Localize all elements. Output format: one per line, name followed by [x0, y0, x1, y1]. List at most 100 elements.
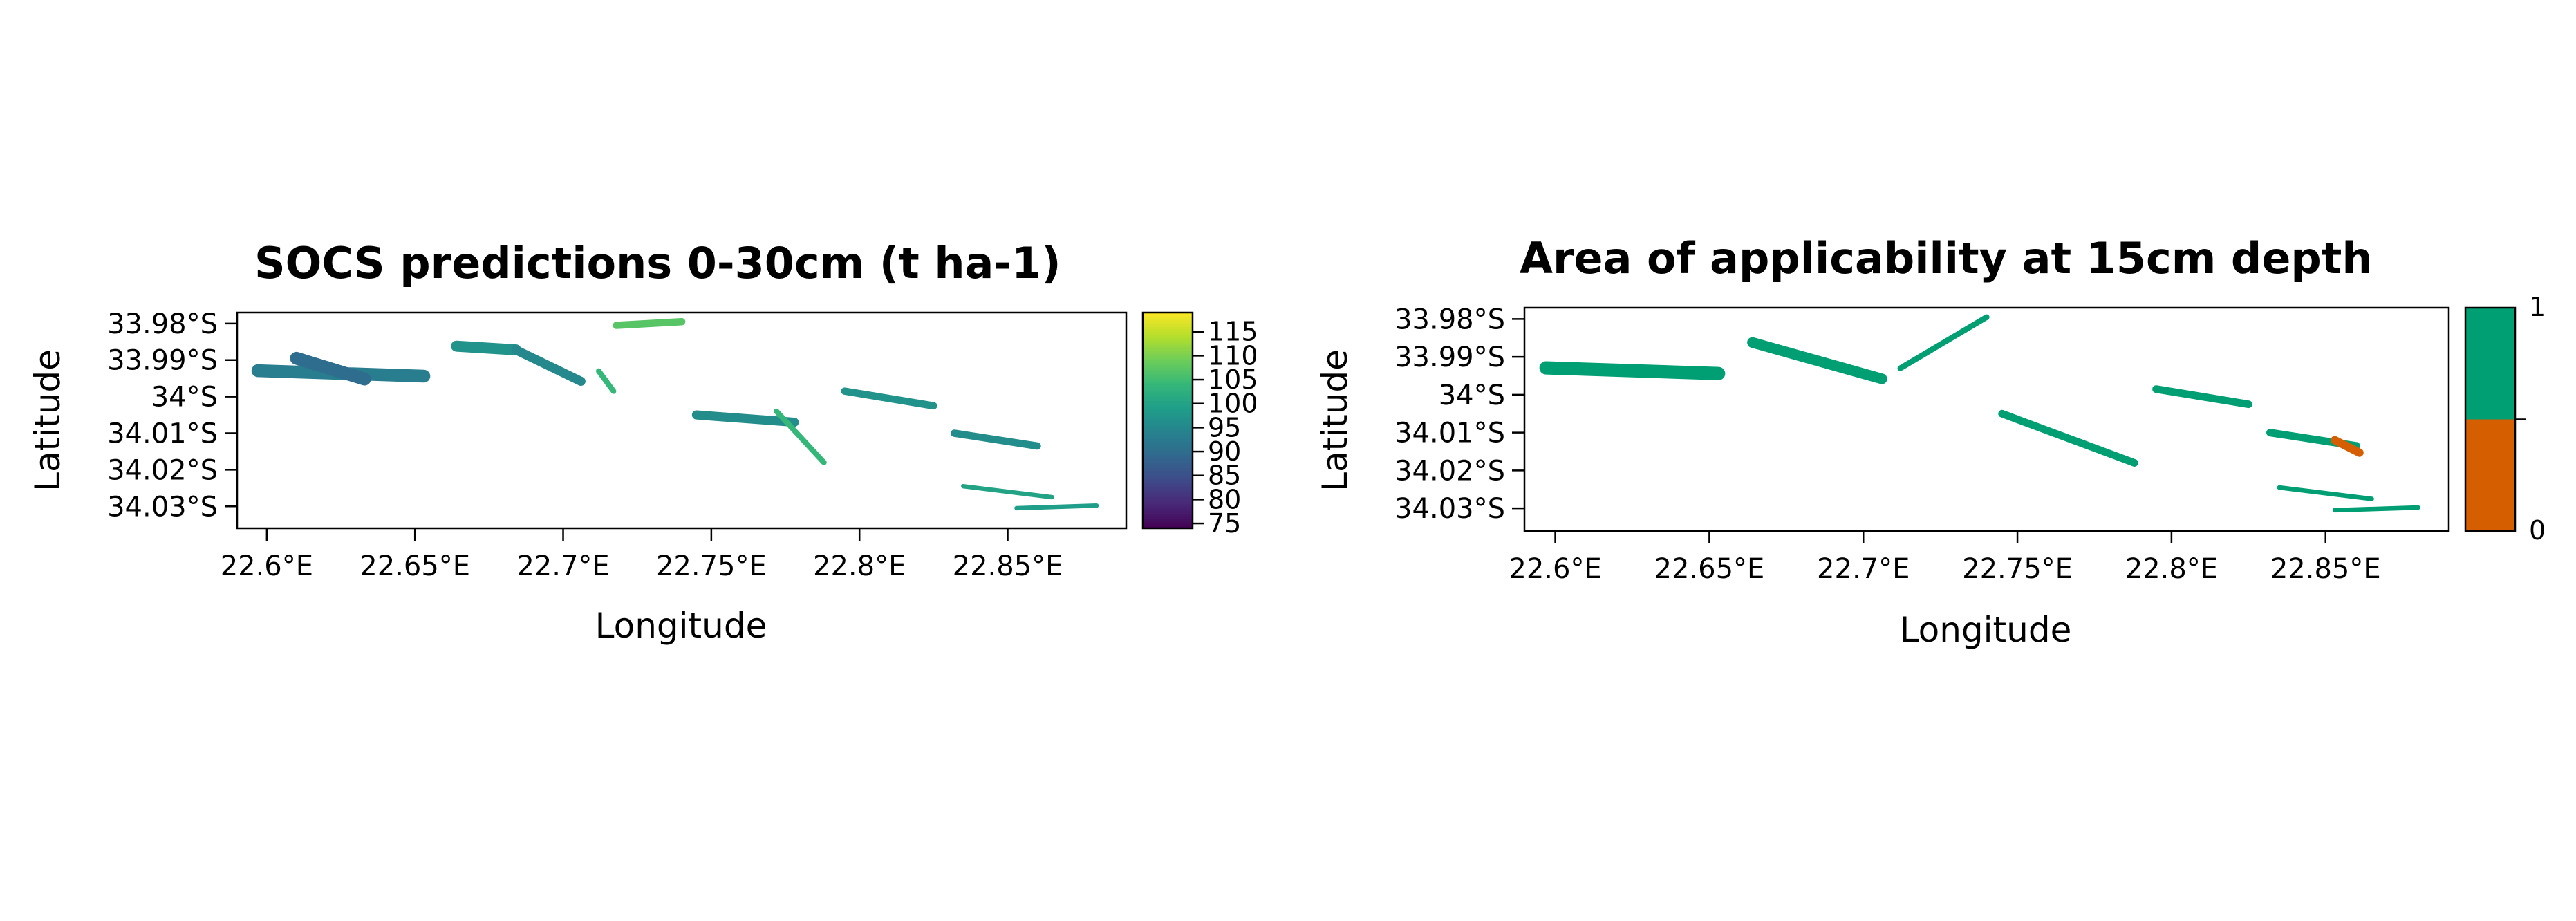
x-tick-label: 22.85°E	[2270, 553, 2381, 585]
colorbar-swatch	[1143, 416, 1193, 419]
colorbar-swatch	[1143, 341, 1193, 344]
colorbar-swatch	[1143, 348, 1193, 352]
colorbar-swatch	[1143, 432, 1193, 436]
colorbar-swatch	[1143, 389, 1193, 392]
colorbar-swatch	[1143, 444, 1193, 447]
colorbar-swatch	[1143, 501, 1193, 505]
colorbar-swatch	[1143, 487, 1193, 491]
colorbar-swatch	[1143, 372, 1193, 375]
colorbar-swatch	[1143, 483, 1193, 486]
x-tick-label: 22.8°E	[813, 550, 906, 582]
colorbar-swatch	[1143, 452, 1193, 455]
y-tick-label: 34.03°S	[1394, 493, 1505, 525]
colorbar-swatch	[1143, 315, 1193, 318]
colorbar-swatch	[1143, 492, 1193, 496]
colorbar-swatch	[1143, 470, 1193, 474]
colorbar-swatch	[1143, 329, 1193, 333]
colorbar-swatch	[1143, 370, 1193, 373]
map-patch	[2332, 505, 2420, 513]
map-patches	[1539, 314, 2420, 513]
colorbar-swatch	[1143, 525, 1193, 529]
x-tick-label: 22.65°E	[360, 550, 470, 582]
y-tick-label: 34°S	[1439, 380, 1505, 411]
colorbar-swatch	[1143, 406, 1193, 409]
colorbar-class	[2465, 419, 2515, 531]
colorbar-swatch	[1143, 480, 1193, 483]
map-patches	[251, 317, 1099, 511]
map-patch	[691, 410, 799, 427]
map-patch	[290, 351, 371, 386]
x-tick-label: 22.75°E	[656, 550, 767, 582]
colorbar-tick-label: 85	[1208, 461, 1241, 491]
x-tick-label: 22.7°E	[516, 550, 609, 582]
y-tick-label: 33.99°S	[107, 345, 218, 377]
map-patch	[613, 317, 686, 329]
map-patch	[841, 387, 937, 410]
colorbar-swatch	[1143, 420, 1193, 424]
colorbar-swatch	[1143, 449, 1193, 452]
map-patch	[511, 345, 586, 387]
colorbar-swatch	[1143, 313, 1193, 316]
colorbar-swatch	[1143, 442, 1193, 445]
plot-frame	[236, 311, 1128, 530]
plot-frame	[1523, 306, 2450, 532]
y-tick-label: 34°S	[151, 382, 218, 413]
colorbar-swatch	[1143, 393, 1193, 397]
colorbar-swatch	[1143, 504, 1193, 508]
colorbar-tick-label: 1	[2529, 292, 2546, 322]
x-tick-label: 22.8°E	[2125, 553, 2218, 585]
colorbar-swatch	[1143, 461, 1193, 464]
colorbar-swatch	[1143, 454, 1193, 457]
map-patch	[774, 408, 827, 465]
colorbar-swatch	[1143, 411, 1193, 414]
y-axis-label: Latitude	[28, 349, 68, 492]
colorbar-swatch	[1143, 380, 1193, 383]
colorbar-swatch	[1143, 319, 1193, 323]
chart-title: Area of applicability at 15cm depth	[1520, 233, 2373, 283]
x-tick-label: 22.6°E	[221, 550, 313, 582]
colorbar-swatch	[1143, 403, 1193, 407]
colorbar-swatch	[1143, 468, 1193, 472]
map-patch	[1998, 409, 2138, 467]
x-tick-label: 22.65°E	[1654, 553, 1765, 585]
colorbar-swatch	[1143, 367, 1193, 371]
y-tick-label: 33.99°S	[1394, 342, 1505, 373]
x-tick-label: 22.75°E	[1962, 553, 2073, 585]
colorbar-swatch	[1143, 519, 1193, 522]
colorbar-swatch	[1143, 396, 1193, 400]
colorbar-swatch	[1143, 427, 1193, 431]
map-patch	[2277, 485, 2374, 501]
colorbar-swatch	[1143, 506, 1193, 510]
colorbar-swatch	[1143, 317, 1193, 320]
colorbar-tick-label: 0	[2529, 515, 2546, 546]
colorbar-swatch	[1143, 384, 1193, 388]
colorbar-swatch	[1143, 485, 1193, 488]
x-tick-label: 22.6°E	[1509, 553, 1601, 585]
x-axis-label: Longitude	[595, 606, 767, 646]
colorbar-swatch	[1143, 499, 1193, 503]
y-tick-label: 34.01°S	[1394, 418, 1505, 449]
y-ticks: 33.98°S 33.99°S 34°S 34.01°S 34.02°S 34.03°S	[107, 308, 237, 523]
colorbar-swatch	[1143, 334, 1193, 337]
x-ticks: 22.6°E 22.65°E 22.7°E 22.75°E 22.8°E 22.85°E	[1509, 531, 2381, 585]
colorbar-swatch	[1143, 425, 1193, 428]
y-tick-label: 34.01°S	[107, 418, 218, 450]
colorbar-swatch	[1143, 456, 1193, 460]
colorbar-swatch	[1143, 463, 1193, 467]
y-tick-label: 34.02°S	[1394, 455, 1505, 487]
x-axis-label: Longitude	[1900, 610, 2072, 650]
colorbar-tick-label: 75	[1208, 508, 1241, 539]
map-patch	[951, 429, 1041, 450]
colorbar-swatch	[1143, 439, 1193, 443]
colorbar-tick-label: 110	[1208, 340, 1258, 371]
colorbar-swatch	[1143, 387, 1193, 390]
colorbar-swatch	[1143, 346, 1193, 349]
colorbar-swatch	[1143, 434, 1193, 438]
map-patch	[961, 484, 1055, 500]
x-tick-label: 22.85°E	[953, 550, 1063, 582]
y-ticks: 33.98°S 33.99°S 34°S 34.01°S 34.02°S 34.03°S	[1394, 304, 1524, 525]
colorbar-swatch	[1143, 473, 1193, 476]
colorbar-swatch	[1143, 437, 1193, 440]
colorbar-swatch	[1143, 336, 1193, 339]
